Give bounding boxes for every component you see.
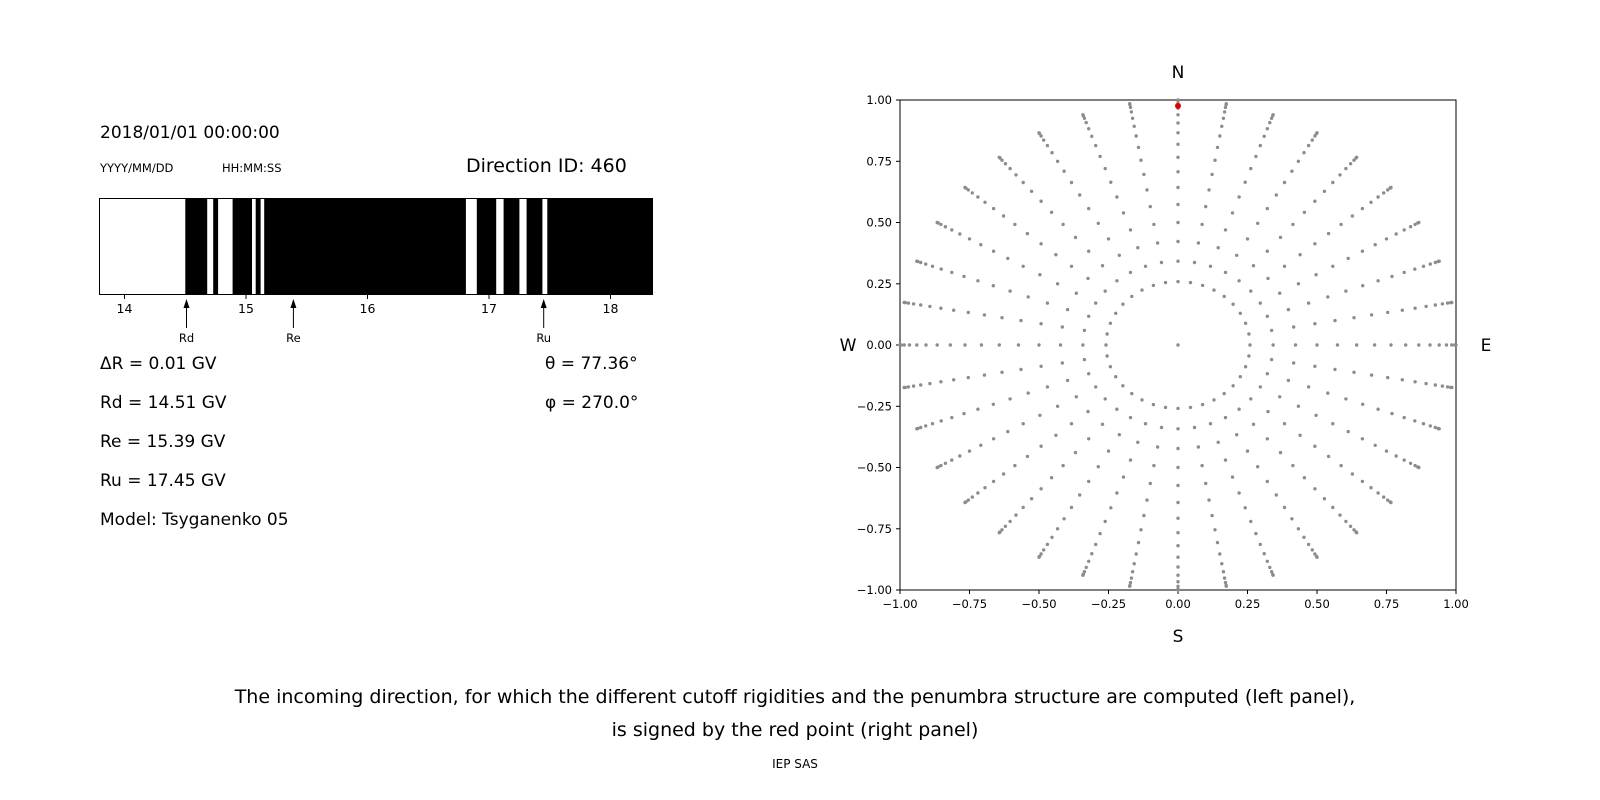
compass-east-label: E bbox=[1481, 336, 1492, 356]
svg-text:0.00: 0.00 bbox=[866, 338, 892, 352]
caption-line-1: The incoming direction, for which the di… bbox=[234, 686, 1356, 708]
svg-text:16: 16 bbox=[360, 301, 376, 316]
svg-text:18: 18 bbox=[603, 301, 619, 316]
theta-value: θ = 77.36° bbox=[545, 354, 638, 374]
credit-text: IEP SAS bbox=[772, 757, 818, 771]
re-value: Re = 15.39 GV bbox=[100, 432, 226, 452]
direction-map-plot: −1.00 −0.75 −0.50 −0.25 0.00 0.25 0.50 0.75 1.00… bbox=[840, 63, 1492, 647]
svg-text:0.50: 0.50 bbox=[1304, 597, 1330, 611]
ru-value: Ru = 17.45 GV bbox=[100, 471, 226, 491]
time-format-label: HH:MM:SS bbox=[222, 161, 282, 175]
svg-text:−0.50: −0.50 bbox=[1021, 597, 1056, 611]
rd-value: Rd = 14.51 GV bbox=[100, 393, 227, 413]
svg-text:0.50: 0.50 bbox=[866, 216, 892, 230]
svg-text:−1.00: −1.00 bbox=[857, 583, 892, 597]
svg-text:−0.50: −0.50 bbox=[857, 461, 892, 475]
svg-text:15: 15 bbox=[238, 301, 254, 316]
direction-id-label: Direction ID: 460 bbox=[466, 155, 627, 177]
svg-text:Rd: Rd bbox=[179, 331, 194, 345]
compass-west-label: W bbox=[840, 336, 857, 356]
red-point bbox=[1175, 102, 1181, 109]
svg-text:0.75: 0.75 bbox=[866, 154, 892, 168]
svg-text:14: 14 bbox=[117, 301, 133, 316]
compass-north-label: N bbox=[1172, 63, 1185, 83]
svg-text:−0.25: −0.25 bbox=[1091, 597, 1126, 611]
caption-line-2: is signed by the red point (right panel) bbox=[611, 719, 979, 741]
datetime-text: 2018/01/01 00:00:00 bbox=[100, 123, 280, 143]
svg-text:0.75: 0.75 bbox=[1374, 597, 1400, 611]
compass-south-label: S bbox=[1173, 627, 1184, 647]
svg-text:−0.75: −0.75 bbox=[952, 597, 987, 611]
delta-r-value: ΔR = 0.01 GV bbox=[100, 354, 217, 374]
svg-text:−0.75: −0.75 bbox=[857, 522, 892, 536]
svg-text:Ru: Ru bbox=[536, 331, 551, 345]
svg-text:0.25: 0.25 bbox=[866, 277, 892, 291]
model-label: Model: Tsyganenko 05 bbox=[100, 510, 289, 530]
svg-text:0.00: 0.00 bbox=[1165, 597, 1191, 611]
svg-text:−1.00: −1.00 bbox=[882, 597, 917, 611]
svg-text:17: 17 bbox=[481, 301, 497, 316]
phi-value: φ = 270.0° bbox=[545, 393, 639, 413]
svg-text:1.00: 1.00 bbox=[1443, 597, 1469, 611]
svg-text:1.00: 1.00 bbox=[866, 93, 892, 107]
penumbra-plot: 14 15 16 17 18 Rd Re Ru bbox=[99, 198, 653, 345]
svg-text:Re: Re bbox=[286, 331, 301, 345]
date-format-label: YYYY/MM/DD bbox=[100, 161, 174, 175]
svg-text:0.25: 0.25 bbox=[1235, 597, 1261, 611]
svg-text:−0.25: −0.25 bbox=[857, 399, 892, 413]
